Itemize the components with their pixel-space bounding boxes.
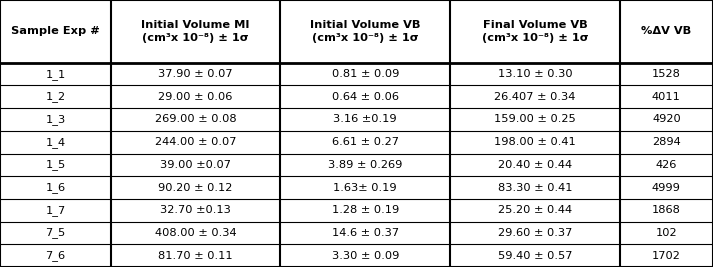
Text: 2894: 2894 — [652, 137, 681, 147]
Text: 1_2: 1_2 — [46, 91, 66, 102]
Text: 37.90 ± 0.07: 37.90 ± 0.07 — [158, 69, 233, 79]
Text: 6.61 ± 0.27: 6.61 ± 0.27 — [332, 137, 399, 147]
Text: Sample Exp #: Sample Exp # — [11, 26, 100, 36]
Text: 1_4: 1_4 — [46, 137, 66, 148]
Text: 159.00 ± 0.25: 159.00 ± 0.25 — [494, 115, 576, 124]
Text: 20.40 ± 0.44: 20.40 ± 0.44 — [498, 160, 572, 170]
Text: 90.20 ± 0.12: 90.20 ± 0.12 — [158, 183, 233, 193]
Text: 29.00 ± 0.06: 29.00 ± 0.06 — [158, 92, 233, 102]
Text: Initial Volume VB
(cm³x 10⁻⁸) ± 1σ: Initial Volume VB (cm³x 10⁻⁸) ± 1σ — [310, 20, 421, 43]
Text: 198.00 ± 0.41: 198.00 ± 0.41 — [494, 137, 576, 147]
Text: 14.6 ± 0.37: 14.6 ± 0.37 — [332, 228, 399, 238]
Text: 102: 102 — [655, 228, 677, 238]
Text: Initial Volume MI
(cm³x 10⁻⁸) ± 1σ: Initial Volume MI (cm³x 10⁻⁸) ± 1σ — [141, 20, 250, 43]
Text: 1868: 1868 — [652, 205, 681, 215]
Text: 32.70 ±0.13: 32.70 ±0.13 — [160, 205, 231, 215]
Text: 0.81 ± 0.09: 0.81 ± 0.09 — [332, 69, 399, 79]
Text: 13.10 ± 0.30: 13.10 ± 0.30 — [498, 69, 573, 79]
Text: 1.63± 0.19: 1.63± 0.19 — [334, 183, 397, 193]
Text: 1.28 ± 0.19: 1.28 ± 0.19 — [332, 205, 399, 215]
Text: 1702: 1702 — [652, 251, 681, 261]
Text: 1_1: 1_1 — [46, 69, 66, 80]
Text: 1_6: 1_6 — [46, 182, 66, 193]
Text: 3.16 ±0.19: 3.16 ±0.19 — [334, 115, 397, 124]
Text: 7_6: 7_6 — [46, 250, 66, 261]
Text: 4011: 4011 — [652, 92, 681, 102]
Text: 3.89 ± 0.269: 3.89 ± 0.269 — [328, 160, 402, 170]
Text: 81.70 ± 0.11: 81.70 ± 0.11 — [158, 251, 233, 261]
Text: 83.30 ± 0.41: 83.30 ± 0.41 — [498, 183, 573, 193]
Text: 1528: 1528 — [652, 69, 681, 79]
Text: 39.00 ±0.07: 39.00 ±0.07 — [160, 160, 231, 170]
Text: 426: 426 — [656, 160, 677, 170]
Text: %ΔV VB: %ΔV VB — [641, 26, 692, 36]
Text: 4999: 4999 — [652, 183, 681, 193]
Text: 1_3: 1_3 — [46, 114, 66, 125]
Text: 29.60 ± 0.37: 29.60 ± 0.37 — [498, 228, 572, 238]
Text: 244.00 ± 0.07: 244.00 ± 0.07 — [155, 137, 237, 147]
Text: 25.20 ± 0.44: 25.20 ± 0.44 — [498, 205, 572, 215]
Text: 269.00 ± 0.08: 269.00 ± 0.08 — [155, 115, 237, 124]
Text: 0.64 ± 0.06: 0.64 ± 0.06 — [332, 92, 399, 102]
Text: 26.407 ± 0.34: 26.407 ± 0.34 — [494, 92, 575, 102]
Text: 3.30 ± 0.09: 3.30 ± 0.09 — [332, 251, 399, 261]
Text: 4920: 4920 — [652, 115, 681, 124]
Text: 7_5: 7_5 — [46, 227, 66, 238]
Text: 408.00 ± 0.34: 408.00 ± 0.34 — [155, 228, 237, 238]
Text: 1_5: 1_5 — [46, 159, 66, 170]
Text: Final Volume VB
(cm³x 10⁻⁸) ± 1σ: Final Volume VB (cm³x 10⁻⁸) ± 1σ — [481, 20, 588, 43]
Text: 59.40 ± 0.57: 59.40 ± 0.57 — [498, 251, 573, 261]
Text: 1_7: 1_7 — [46, 205, 66, 216]
